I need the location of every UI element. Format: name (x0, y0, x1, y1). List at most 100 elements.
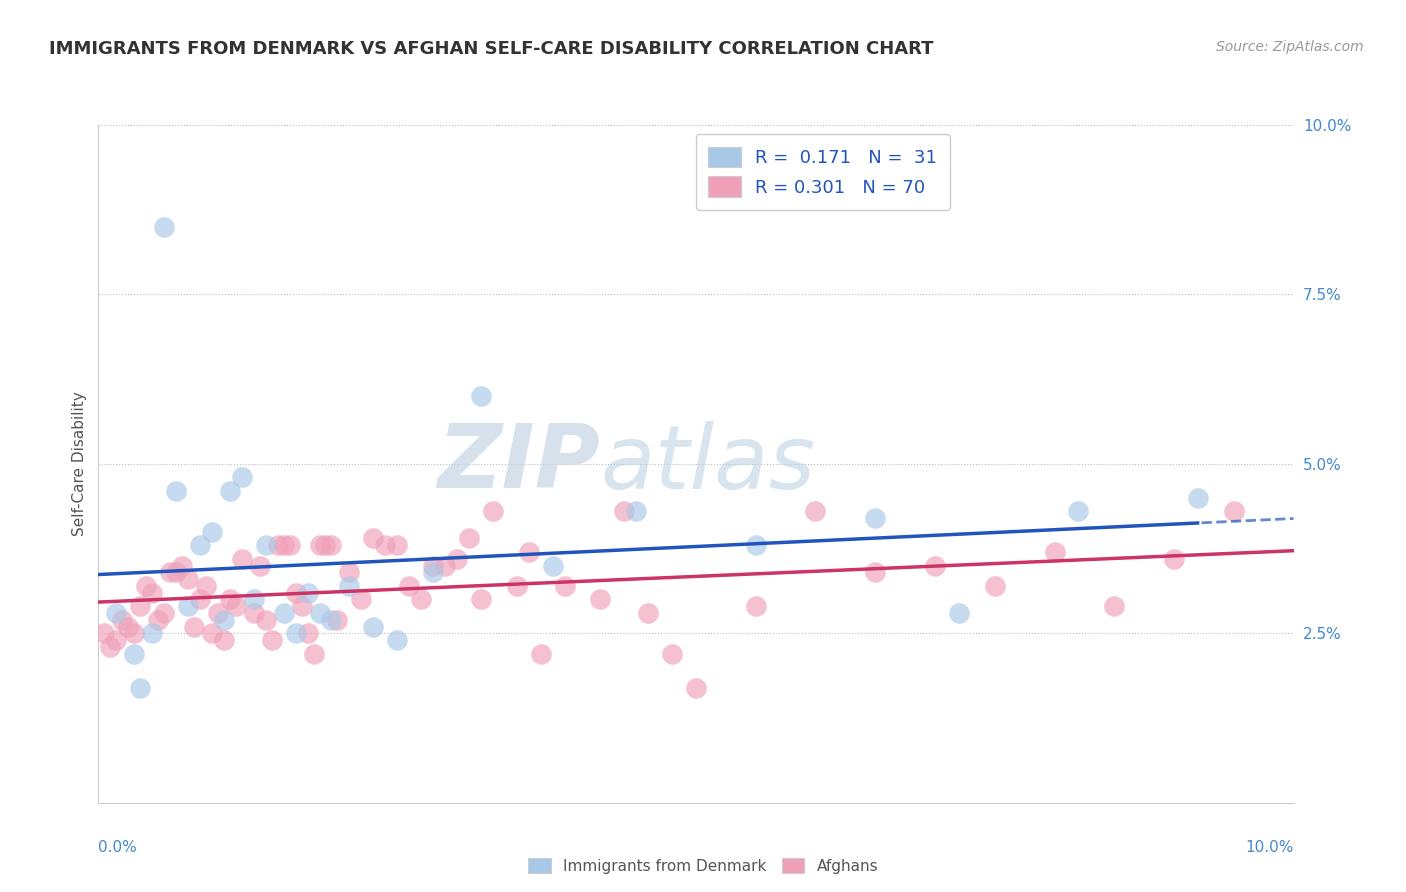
Point (321, 613, 343, 627)
Point (398, 579, 420, 593)
Point (924, 558, 946, 573)
Point (626, 504, 648, 518)
Point (470, 389, 492, 403)
Point (201, 524, 224, 539)
Point (589, 592, 612, 607)
Text: ZIP: ZIP (437, 420, 600, 508)
Point (685, 681, 707, 695)
Point (433, 558, 456, 573)
Point (141, 626, 163, 640)
Point (422, 566, 444, 580)
Point (458, 532, 481, 546)
Point (212, 613, 235, 627)
Point (308, 538, 330, 552)
Point (308, 606, 330, 620)
Point (385, 633, 409, 648)
Point (385, 538, 409, 552)
Point (183, 619, 205, 633)
Point (361, 532, 384, 546)
Point (411, 592, 433, 607)
Point (1067, 504, 1090, 518)
Point (284, 585, 307, 599)
Point (541, 558, 564, 573)
Point (339, 579, 360, 593)
Point (1222, 504, 1246, 518)
Point (172, 558, 194, 573)
Point (745, 538, 768, 552)
Point (506, 579, 529, 593)
Point (231, 551, 253, 566)
Point (446, 551, 468, 566)
Text: 10.0%: 10.0% (1246, 840, 1294, 855)
Point (302, 647, 325, 661)
Point (470, 592, 492, 607)
Point (273, 538, 295, 552)
Legend: Immigrants from Denmark, Afghans: Immigrants from Denmark, Afghans (522, 852, 884, 880)
Point (948, 606, 970, 620)
Point (863, 511, 887, 525)
Point (661, 647, 683, 661)
Point (135, 579, 157, 593)
Point (212, 633, 235, 648)
Point (297, 585, 319, 599)
Point (314, 538, 337, 552)
Point (141, 585, 163, 599)
Point (745, 599, 768, 614)
Point (195, 579, 218, 593)
Point (124, 626, 146, 640)
Point (422, 558, 444, 573)
Point (1043, 545, 1066, 559)
Point (530, 647, 553, 661)
Point (129, 681, 152, 695)
Text: IMMIGRANTS FROM DENMARK VS AFGHAN SELF-CARE DISABILITY CORRELATION CHART: IMMIGRANTS FROM DENMARK VS AFGHAN SELF-C… (49, 40, 934, 58)
Legend: R =  0.171   N =  31, R = 0.301   N = 70: R = 0.171 N = 31, R = 0.301 N = 70 (696, 134, 950, 210)
Point (554, 579, 576, 593)
Point (361, 619, 384, 633)
Y-axis label: Self-Care Disability: Self-Care Disability (72, 392, 87, 536)
Point (231, 470, 253, 484)
Point (207, 606, 229, 620)
Point (1102, 599, 1125, 614)
Point (278, 538, 301, 552)
Point (177, 572, 200, 586)
Point (290, 599, 312, 614)
Point (188, 538, 211, 552)
Point (863, 566, 887, 580)
Point (177, 599, 200, 614)
Point (111, 613, 134, 627)
Text: 0.0%: 0.0% (98, 840, 138, 855)
Point (260, 633, 283, 648)
Point (254, 613, 277, 627)
Point (637, 606, 659, 620)
Point (105, 606, 128, 620)
Point (105, 633, 128, 648)
Point (481, 504, 503, 518)
Point (219, 483, 242, 498)
Text: atlas: atlas (600, 421, 815, 507)
Point (254, 538, 277, 552)
Point (165, 483, 187, 498)
Point (148, 613, 170, 627)
Point (129, 599, 152, 614)
Point (165, 566, 187, 580)
Point (243, 592, 266, 607)
Point (93, 626, 115, 640)
Point (1163, 551, 1185, 566)
Point (804, 504, 827, 518)
Point (284, 626, 307, 640)
Point (159, 566, 181, 580)
Point (153, 606, 176, 620)
Point (297, 626, 319, 640)
Point (124, 647, 146, 661)
Point (517, 545, 540, 559)
Point (1187, 491, 1209, 505)
Point (201, 626, 224, 640)
Point (153, 219, 176, 234)
Point (267, 538, 290, 552)
Point (339, 566, 360, 580)
Point (219, 592, 242, 607)
Point (321, 538, 343, 552)
Point (249, 558, 271, 573)
Point (613, 504, 636, 518)
Point (243, 606, 266, 620)
